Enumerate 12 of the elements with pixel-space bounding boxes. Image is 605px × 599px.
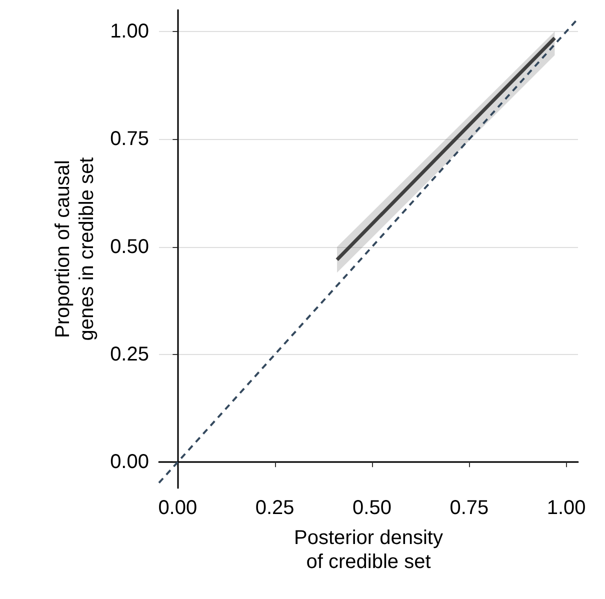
y-tick-label: 0.25: [110, 344, 149, 366]
x-tick-label: 1.00: [546, 497, 586, 519]
y-axis-title: Proportion of causal genes in credible set: [52, 156, 98, 341]
x-tick-label: 0.50: [352, 497, 392, 519]
x-axis-title: Posterior density of credible set: [294, 527, 443, 573]
x-tick-label: 0.25: [255, 497, 294, 519]
y-tick-label: 1.00: [110, 20, 149, 43]
x-tick-label: 0.00: [158, 497, 198, 519]
x-tick-label: 0.75: [450, 497, 489, 519]
y-tick-label: 0.00: [110, 451, 149, 474]
y-tick-label: 0.50: [110, 236, 149, 258]
y-tick-label: 0.75: [110, 128, 149, 150]
